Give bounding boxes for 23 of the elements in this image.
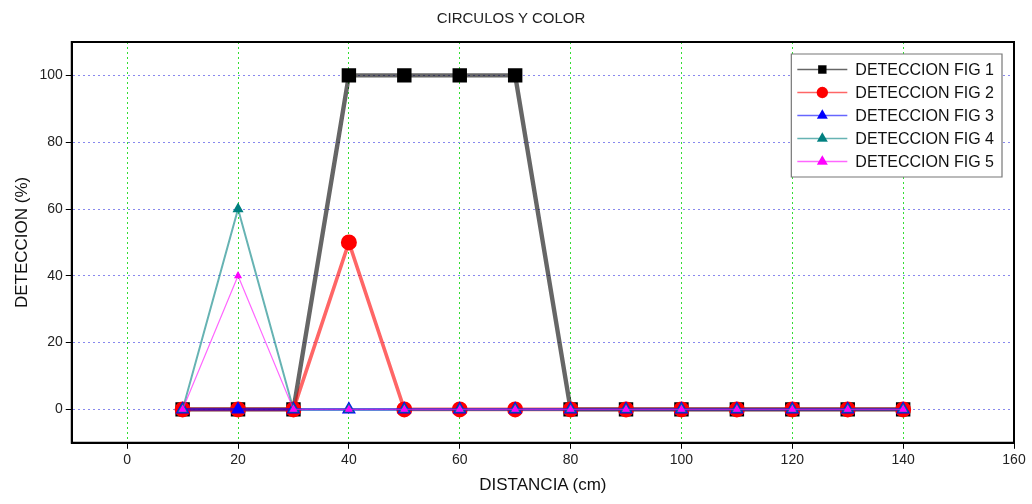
chart-title: CIRCULOS Y COLOR	[436, 9, 586, 27]
y-tick-label: 40	[47, 266, 63, 283]
y-axis-title: DETECCION (%)	[11, 176, 31, 309]
y-tick-label: 20	[47, 333, 63, 350]
x-tick-label: 140	[891, 451, 916, 468]
y-tick-label: 60	[47, 199, 63, 216]
y-tick-label: 100	[39, 66, 63, 83]
x-tick-label: 160	[1002, 451, 1026, 468]
x-tick-label: 0	[123, 451, 132, 468]
x-tick-label: 40	[341, 451, 357, 468]
legend-label: DETECCION FIG 5	[855, 152, 995, 170]
y-tick-label: 0	[54, 400, 63, 417]
x-tick-label: 20	[230, 451, 247, 468]
y-tick-label: 80	[47, 133, 63, 150]
x-tick-label: 80	[562, 451, 579, 468]
x-tick-label: 120	[780, 451, 805, 468]
x-axis-title: DISTANCIA (cm)	[479, 475, 607, 495]
legend-label: DETECCION FIG 1	[855, 60, 995, 78]
x-tick-label: 60	[451, 451, 468, 468]
legend-label: DETECCION FIG 4	[855, 129, 995, 147]
legend-label: DETECCION FIG 3	[855, 106, 995, 124]
x-tick-label: 100	[669, 451, 694, 468]
legend-label: DETECCION FIG 2	[855, 83, 995, 101]
